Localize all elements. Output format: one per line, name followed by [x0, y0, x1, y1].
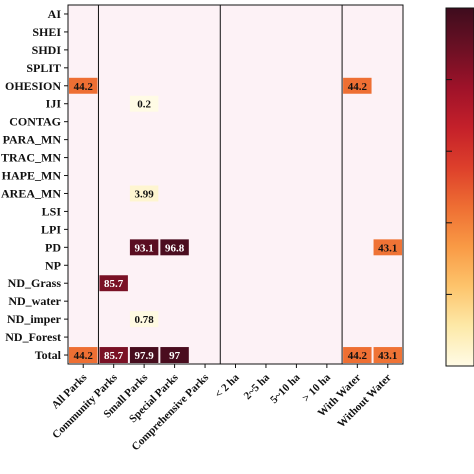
cell-value-label: 97	[169, 350, 181, 362]
colorbar-gradient	[445, 7, 474, 367]
cell-value-label: 0.78	[135, 314, 155, 326]
heatmap-cell	[160, 347, 189, 363]
row-label: HAPE_MN	[2, 169, 62, 183]
group-separators	[97, 5, 343, 364]
column-label: 5~10 ha	[268, 371, 303, 406]
heatmap-cell	[343, 77, 372, 94]
heatmap-cell	[99, 275, 128, 292]
row-label: Total	[35, 348, 62, 362]
cell-value-label: 96.8	[165, 242, 185, 254]
column-label: < 2 ha	[213, 371, 242, 400]
plot-area	[67, 4, 404, 365]
heatmap-cell	[129, 311, 159, 328]
cell-value-label: 44.2	[348, 81, 368, 93]
heatmap-cell	[160, 239, 189, 256]
heatmap-cell	[129, 239, 159, 256]
heatmap-cell	[373, 239, 402, 256]
cell-value-label: 85.7	[104, 350, 124, 362]
row-label: SHEI	[32, 25, 61, 39]
row-label: LPI	[41, 222, 61, 236]
row-label: OHESION	[5, 79, 61, 93]
heatmap-cell	[373, 347, 402, 363]
row-label: AI	[48, 7, 62, 21]
row-label: SHDI	[32, 43, 62, 57]
heatmap-cell	[129, 347, 159, 363]
cell-value-label: 85.7	[104, 278, 124, 290]
cell-value-label: 44.2	[74, 81, 94, 93]
colorbar	[445, 7, 474, 367]
row-label: NP	[45, 258, 61, 272]
heatmap-cells: 44.2 44.2 0.2 3.99 93.1 96.8 43.1 85.7 0.78 44.2 8…	[69, 77, 402, 363]
row-label: IJI	[46, 97, 62, 111]
row-label: ND_water	[8, 294, 61, 308]
row-label: ND_Grass	[8, 276, 62, 290]
cell-value-label: 43.1	[378, 242, 397, 254]
row-label: TRAC_MN	[1, 151, 61, 165]
row-label: ND_Forest	[5, 330, 61, 344]
row-label: ND_imper	[7, 312, 62, 326]
plot-background	[67, 4, 404, 365]
cell-value-label: 44.2	[74, 350, 94, 362]
cell-value-label: 43.1	[378, 350, 397, 362]
heatmap-cell	[99, 347, 128, 363]
cell-value-label: 44.2	[348, 350, 368, 362]
row-label: AREA_MN	[1, 186, 61, 200]
cell-value-label: 0.2	[137, 99, 151, 111]
cell-value-label: 97.9	[135, 350, 155, 362]
row-label: PD	[45, 240, 61, 254]
row-label: LSI	[42, 204, 62, 218]
heatmap-cell	[343, 347, 372, 363]
column-label: Without Water	[335, 372, 394, 431]
cell-value-label: 93.1	[135, 242, 154, 254]
heatmap-cell	[69, 347, 98, 363]
heatmap-cell	[69, 77, 98, 94]
heatmap-cell	[129, 95, 159, 112]
row-labels: AI SHEI SHDI SPLIT OHESION IJI CONTAG PARA_MN TR…	[1, 7, 68, 362]
cell-value-label: 3.99	[135, 188, 155, 200]
row-label: SPLIT	[26, 61, 61, 75]
row-label: PARA_MN	[3, 133, 62, 147]
row-label: CONTAG	[9, 115, 61, 129]
heatmap-cell	[129, 185, 159, 202]
